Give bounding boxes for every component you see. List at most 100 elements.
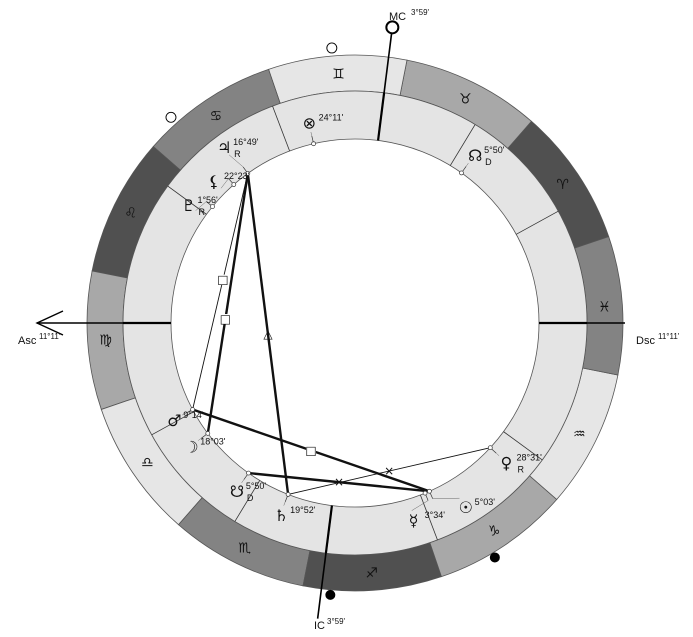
venus-degree: 28°31' xyxy=(516,453,542,463)
sign-capricorn-icon: ♑ xyxy=(488,524,501,540)
moon-degree: 18°03' xyxy=(200,437,226,447)
fortune-connector xyxy=(310,131,313,136)
sign-libra-icon: ♎ xyxy=(141,455,154,471)
aspect-jupiter-mars xyxy=(192,173,249,410)
house-ring xyxy=(122,90,588,556)
mercury-icon: ☿ xyxy=(409,511,419,530)
dsc-label-text: Dsc xyxy=(636,335,655,347)
fortune-degree: 24°11' xyxy=(319,112,344,122)
mc-value: 3°59' xyxy=(411,8,430,17)
venus-flag: R xyxy=(517,465,524,475)
dsc-value: 11°11' xyxy=(658,332,680,341)
pluto-connector xyxy=(195,201,207,211)
filled-marker-icon xyxy=(325,589,336,600)
sign-taurus-icon: ♉ xyxy=(459,92,472,108)
trine-icon: △ xyxy=(263,327,273,341)
fortune-point xyxy=(311,141,316,147)
markers xyxy=(165,42,500,600)
venus-point xyxy=(487,445,493,451)
moon-point xyxy=(205,431,211,436)
ic-value: 3°59' xyxy=(327,617,346,626)
house-cusp-6 xyxy=(503,431,543,461)
dsc-label: Dsc 11°11' xyxy=(636,332,680,347)
house-cusp-2 xyxy=(151,411,194,436)
jupiter-point xyxy=(245,171,251,176)
saturn-point xyxy=(285,492,291,497)
south-node-flag: D xyxy=(247,493,254,503)
mc-axis-line xyxy=(377,27,394,141)
sun-icon: ☉ xyxy=(459,498,473,517)
asc-label-text: Asc xyxy=(18,335,37,347)
pluto-point xyxy=(210,204,215,209)
asc-arrow-icon xyxy=(35,310,64,336)
fortune-icon: ⊗ xyxy=(303,113,316,132)
north-node-degree: 5°50' xyxy=(484,145,505,155)
house-cusp-8 xyxy=(516,210,559,235)
square-icon: □ xyxy=(217,273,228,287)
sun-point xyxy=(427,488,432,494)
ic-axis-line xyxy=(316,505,333,619)
sign-aquarius-icon: ♒ xyxy=(573,426,586,442)
house-cusp-11 xyxy=(272,106,290,152)
south-node-connector xyxy=(241,479,245,484)
mc-label: MC 3°59' xyxy=(389,8,430,23)
square-icon: □ xyxy=(305,443,316,457)
lilith-degree: 22°23' xyxy=(224,171,250,181)
mercury-point xyxy=(422,490,428,496)
sign-gemini-icon: ♊ xyxy=(332,67,345,83)
sign-scorpio-icon: ♏ xyxy=(238,540,251,556)
sign-pisces-icon: ♓ xyxy=(598,299,611,315)
sign-virgo-icon: ♍ xyxy=(99,333,112,349)
lilith-icon: ⚸ xyxy=(208,172,220,191)
mc-circle-icon xyxy=(385,20,400,35)
house-cusp-5 xyxy=(420,494,438,540)
north-node-flag: D xyxy=(485,157,492,167)
house-cusp-12 xyxy=(167,185,207,215)
jupiter-flag: R xyxy=(234,149,241,159)
south-node-degree: 5°50' xyxy=(246,481,267,491)
south-node-point xyxy=(246,470,251,476)
lilith-connector xyxy=(220,178,229,189)
zodiac-ring: ♈ ♉ ♊ ♋ ♌ ♍ ♎ ♏ ♐ ♑ ♒ ♓ xyxy=(86,54,624,592)
jupiter-degree: 16°49' xyxy=(233,137,259,147)
pluto-degree: 1°56' xyxy=(197,195,218,205)
filled-marker-icon xyxy=(489,552,500,563)
house-cusp-3 xyxy=(234,480,261,522)
jupiter-connector xyxy=(228,154,244,168)
mercury-degree: 3°34' xyxy=(425,510,446,520)
aspect-symbol-bg xyxy=(306,445,317,456)
planets: ♃ 16°49'R⚸ 22°23'♇ 1°56'R⊗ 24°11'☊ 5°50'D♂ 9°1… xyxy=(167,112,542,530)
north-node-icon: ☊ xyxy=(468,146,482,165)
moon-connector xyxy=(198,437,202,441)
mc-label-text: MC xyxy=(389,11,406,23)
aspect-south-node-sun xyxy=(248,471,430,493)
saturn-icon: ♄ xyxy=(274,506,288,525)
north-node-point xyxy=(459,170,464,176)
jupiter-icon: ♃ xyxy=(217,138,231,157)
asc-value: 11°11' xyxy=(39,332,61,341)
angle-axes xyxy=(35,20,625,619)
mars-degree: 9°14' xyxy=(183,410,204,420)
ic-label: IC 3°59' xyxy=(314,617,346,632)
aspect-symbol-bg xyxy=(217,274,228,285)
sign-aries-icon: ♈ xyxy=(556,177,569,193)
hollow-marker-icon xyxy=(165,111,177,123)
moon-icon: ☽ xyxy=(184,438,198,457)
mercury-connector xyxy=(411,500,429,511)
asc-label: Asc 11°11' xyxy=(18,332,61,347)
aspect-saturn-venus xyxy=(288,447,491,495)
saturn-connector xyxy=(283,501,286,506)
aspect-jupiter-moon xyxy=(206,173,249,434)
saturn-degree: 19°52' xyxy=(290,505,316,515)
pluto-flag: R xyxy=(198,207,205,217)
sign-leo-icon: ♌ xyxy=(124,206,137,222)
mars-point xyxy=(190,407,195,412)
north-node-connector xyxy=(465,162,469,167)
sign-sagittarius-icon: ♐ xyxy=(365,565,378,581)
mars-icon: ♂ xyxy=(167,411,181,430)
sun-degree: 5°03' xyxy=(475,497,496,507)
sign-cancer-icon: ♋ xyxy=(210,108,223,124)
sextile-icon: × xyxy=(334,475,344,489)
mars-connector xyxy=(181,413,186,416)
pluto-icon: ♇ xyxy=(181,196,195,215)
